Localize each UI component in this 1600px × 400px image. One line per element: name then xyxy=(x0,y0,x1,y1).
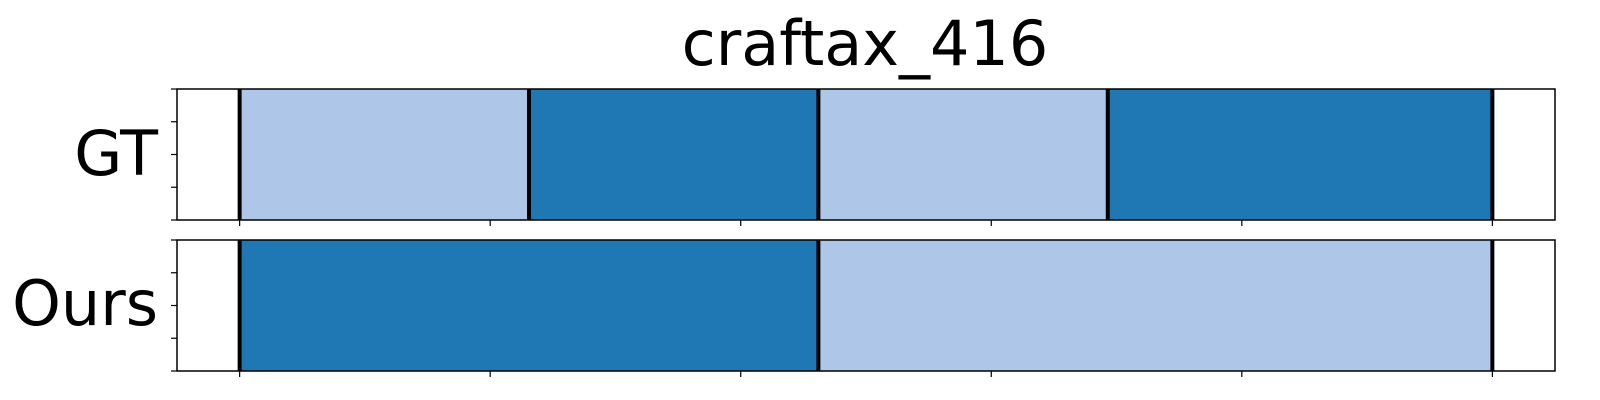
gt-plot-area xyxy=(171,88,1556,226)
row-label-ours: Ours xyxy=(12,267,158,340)
plot-frame-ours xyxy=(176,239,1556,372)
chart-title: craftax_416 xyxy=(682,7,1049,80)
row-label-gt: GT xyxy=(74,117,159,190)
ours-plot-area xyxy=(171,239,1556,377)
segment-gt-4 xyxy=(1107,89,1493,220)
segment-gt-2 xyxy=(529,89,819,220)
segment-ours-1 xyxy=(239,240,819,371)
plot-frame-gt xyxy=(176,88,1556,221)
row-ours: Ours xyxy=(12,239,1556,377)
segment-ours-2 xyxy=(818,240,1493,371)
segment-gt-1 xyxy=(239,89,530,220)
segment-gt-3 xyxy=(818,89,1108,220)
row-gt: GT xyxy=(74,88,1556,226)
